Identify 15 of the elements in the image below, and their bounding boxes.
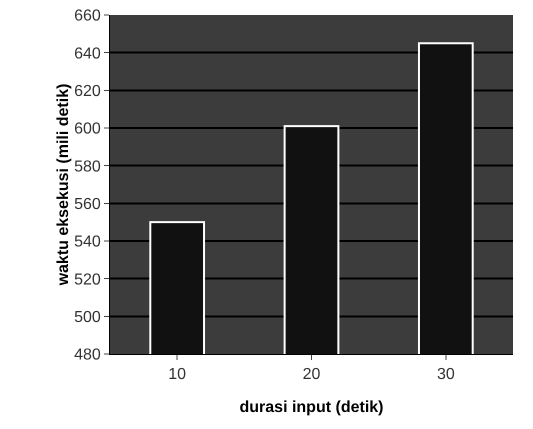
y-tick-label: 600 <box>74 120 101 138</box>
y-axis-title: waktu eksekusi (mili detik) <box>55 84 72 286</box>
y-tick-label: 580 <box>74 158 101 176</box>
y-tick-label: 560 <box>74 196 101 213</box>
y-tick-label: 620 <box>74 82 101 100</box>
y-tick-label: 660 <box>74 8 101 25</box>
y-tick-label: 500 <box>74 308 101 326</box>
x-axis-title: durasi input (detik) <box>240 399 384 416</box>
y-tick-label: 480 <box>74 346 101 364</box>
x-tick-label: 30 <box>436 366 455 384</box>
x-tick-label: 10 <box>168 366 186 384</box>
y-tick-label: 540 <box>74 234 101 251</box>
x-tick-label: 20 <box>302 366 320 384</box>
y-tick-label: 640 <box>74 45 101 62</box>
y-tick-label: 520 <box>74 271 101 288</box>
